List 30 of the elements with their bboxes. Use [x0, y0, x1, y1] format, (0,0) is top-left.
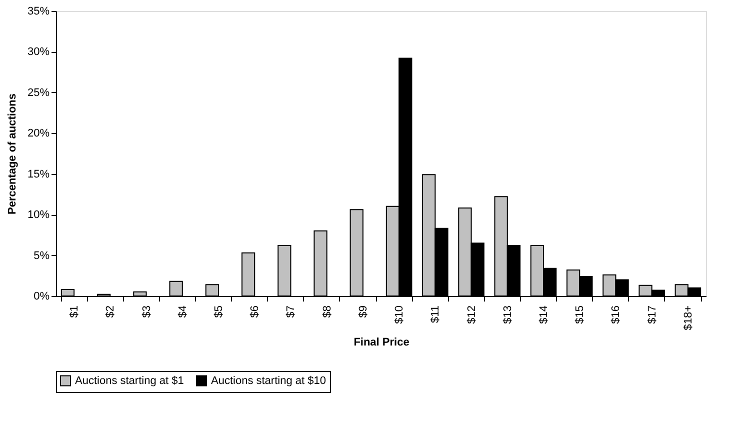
- x-tick-label: $8: [321, 306, 334, 318]
- x-tick-label: $9: [357, 306, 370, 318]
- y-tick-label: 0%: [34, 290, 50, 302]
- x-tick-label: $6: [249, 306, 262, 318]
- x-tick-label: $11: [430, 306, 442, 324]
- x-axis-title: Final Price: [354, 336, 410, 348]
- y-tick-label: 30%: [27, 46, 50, 58]
- x-tick-label: $2: [104, 306, 117, 318]
- y-axis-title: Percentage of auctions: [6, 93, 18, 215]
- y-tick-label: 35%: [27, 6, 50, 18]
- x-tick-label: $7: [285, 306, 298, 318]
- x-tick-label: $10: [394, 306, 406, 324]
- x-tick-label: $13: [502, 306, 514, 324]
- y-tick-label: 20%: [27, 128, 50, 140]
- x-tick-label: $17: [646, 306, 658, 324]
- x-tick-label: $5: [213, 306, 225, 318]
- x-tick-label: $4: [176, 306, 189, 318]
- x-tick-label: $15: [574, 306, 586, 324]
- legend-label: Auctions starting at $10: [211, 374, 326, 387]
- y-tick-label: 15%: [27, 168, 50, 180]
- x-tick-label: $3: [140, 306, 153, 318]
- x-tick-label: $1: [68, 306, 81, 318]
- y-tick-label: 10%: [27, 209, 50, 222]
- x-tick-label: $14: [538, 306, 550, 324]
- y-tick-label: 25%: [27, 86, 50, 99]
- x-tick-label: $16: [610, 306, 622, 324]
- x-tick-label: $12: [466, 306, 478, 324]
- legend-label: Auctions starting at $1: [75, 374, 184, 387]
- y-tick-label: 5%: [34, 250, 50, 262]
- x-tick-label: $18+: [682, 306, 694, 330]
